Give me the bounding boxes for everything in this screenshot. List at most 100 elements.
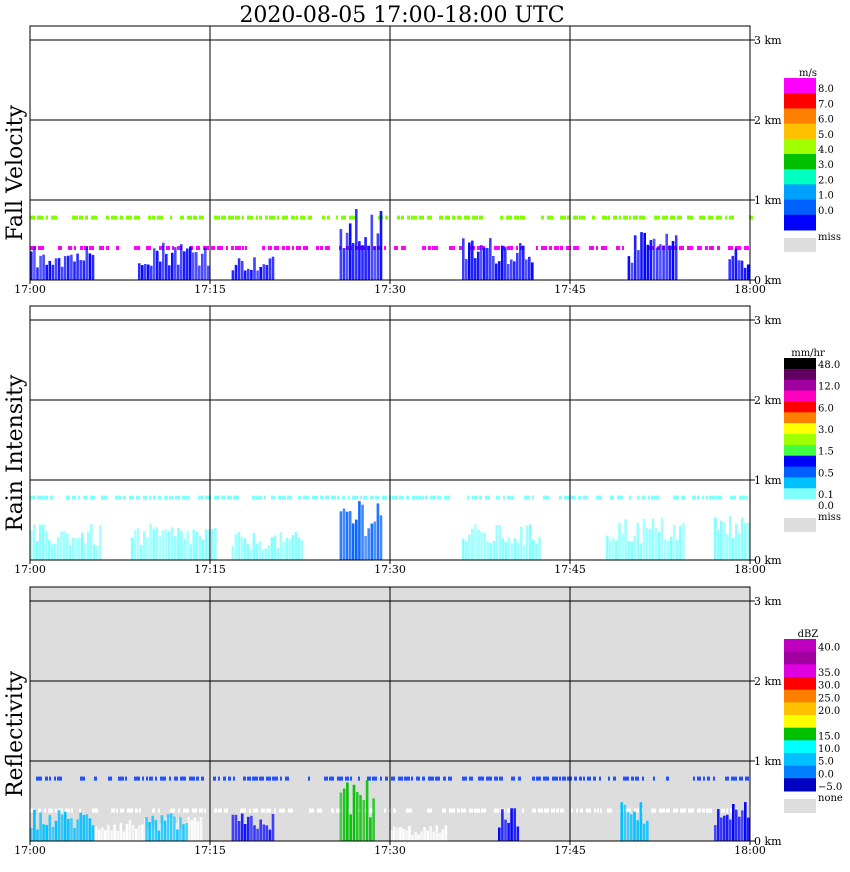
band-mark bbox=[259, 776, 264, 781]
band-mark bbox=[58, 246, 62, 250]
echo-cell bbox=[247, 816, 250, 841]
band-mark bbox=[303, 246, 308, 250]
echo-cell bbox=[288, 539, 292, 560]
band-mark bbox=[175, 495, 180, 500]
echo-cell bbox=[657, 531, 661, 560]
band-mark bbox=[174, 776, 178, 781]
echo-cell bbox=[373, 521, 377, 560]
band-mark bbox=[562, 776, 566, 781]
echo-cell bbox=[165, 253, 168, 280]
band-mark bbox=[506, 215, 512, 220]
band-mark bbox=[428, 776, 434, 781]
legend-label: 40.0 bbox=[818, 643, 840, 654]
echo-3 bbox=[138, 242, 210, 280]
echo-cell bbox=[42, 524, 45, 560]
echo-cell bbox=[734, 248, 738, 280]
echo-cell bbox=[606, 535, 609, 560]
legend-label: 0.0 bbox=[818, 206, 834, 217]
band-mark bbox=[146, 776, 148, 781]
legend-unit: m/s bbox=[799, 68, 817, 79]
legend-label: 10.0 bbox=[818, 744, 840, 755]
band-mark bbox=[514, 215, 519, 220]
echo-cell bbox=[525, 259, 528, 280]
band-mark bbox=[79, 808, 81, 813]
echo-cell bbox=[250, 269, 253, 280]
band-mark bbox=[55, 808, 57, 813]
band-mark bbox=[199, 808, 203, 813]
echo-cell bbox=[370, 214, 374, 280]
band-mark bbox=[252, 495, 255, 500]
echo-cell bbox=[618, 523, 621, 560]
band-mark bbox=[164, 495, 168, 500]
echo-cell bbox=[291, 535, 295, 560]
band-mark bbox=[277, 215, 279, 220]
echo-cell bbox=[138, 825, 141, 841]
echo-cell bbox=[119, 822, 123, 841]
echo-cell bbox=[159, 261, 162, 280]
echo-cell bbox=[609, 540, 612, 560]
echo-cell bbox=[526, 525, 529, 560]
band-mark bbox=[196, 246, 200, 250]
echo-cell bbox=[339, 792, 343, 841]
band-mark bbox=[325, 246, 330, 250]
band-mark bbox=[253, 808, 258, 813]
band-mark bbox=[129, 495, 134, 500]
band-mark bbox=[274, 808, 276, 813]
echo-cell bbox=[348, 223, 352, 280]
band-mark bbox=[494, 808, 499, 813]
band-mark bbox=[196, 776, 199, 781]
band-mark bbox=[406, 495, 409, 500]
echo-cell bbox=[477, 529, 480, 560]
band-mark bbox=[532, 495, 534, 500]
legend-swatch bbox=[784, 778, 816, 792]
echo-cell bbox=[63, 811, 67, 841]
echo-cell bbox=[732, 538, 735, 560]
band-mark bbox=[90, 495, 95, 500]
y-tick-label: 0 km bbox=[754, 274, 782, 287]
echo-cell bbox=[131, 824, 135, 841]
band-mark bbox=[536, 246, 538, 250]
echo-cell bbox=[144, 264, 147, 280]
band-mark bbox=[375, 495, 379, 500]
band-mark bbox=[116, 246, 119, 250]
echo-cell bbox=[183, 538, 186, 560]
band-mark bbox=[654, 495, 659, 500]
band-mark bbox=[549, 246, 552, 250]
band-mark bbox=[169, 495, 173, 500]
echo-cell bbox=[744, 522, 747, 560]
band-mark bbox=[731, 776, 737, 781]
band-mark bbox=[51, 215, 57, 220]
echo-cell bbox=[160, 815, 164, 841]
band-mark bbox=[36, 776, 42, 781]
band-mark bbox=[287, 495, 292, 500]
band-mark bbox=[146, 246, 151, 250]
echo-cell bbox=[36, 541, 39, 560]
band-mark bbox=[367, 776, 371, 781]
band-mark bbox=[745, 776, 749, 781]
echo-cell bbox=[70, 254, 73, 280]
band-mark bbox=[418, 495, 421, 500]
legend-swatch bbox=[784, 138, 816, 155]
band-mark bbox=[411, 776, 413, 781]
echo-cell bbox=[91, 825, 95, 841]
band-mark bbox=[187, 215, 192, 220]
echo-cell bbox=[665, 233, 668, 280]
band-mark bbox=[679, 246, 684, 250]
band-mark bbox=[243, 776, 246, 781]
echo-cell bbox=[96, 545, 99, 560]
echo-cell bbox=[673, 524, 676, 560]
legend-label: 0.0 bbox=[818, 501, 834, 512]
echo-cell bbox=[279, 532, 283, 560]
echo-cell bbox=[639, 802, 643, 841]
legend-swatch bbox=[784, 184, 816, 201]
band-mark bbox=[601, 246, 607, 250]
band-mark bbox=[571, 808, 573, 813]
echo-cell bbox=[192, 252, 195, 280]
echo-cell bbox=[674, 235, 678, 280]
band-mark bbox=[541, 246, 547, 250]
band-mark bbox=[38, 808, 41, 813]
band-mark bbox=[160, 776, 166, 781]
band-mark bbox=[583, 495, 588, 500]
echo-cell bbox=[88, 818, 92, 841]
echo-cell bbox=[630, 541, 633, 560]
